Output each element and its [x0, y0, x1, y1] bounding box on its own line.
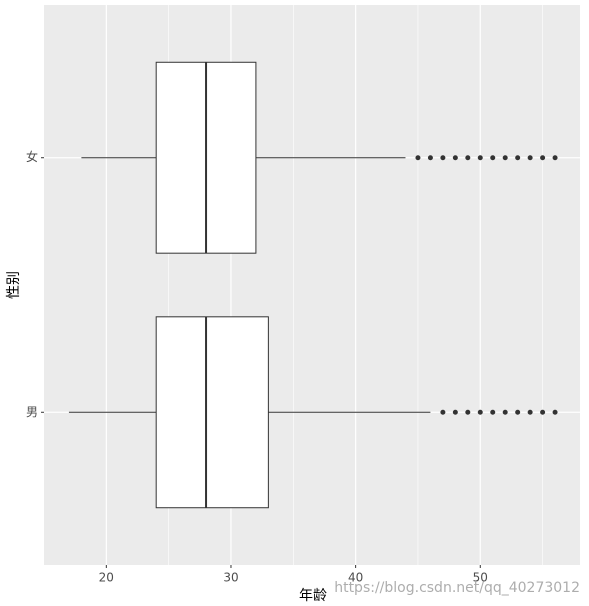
x-tick-label: 50: [473, 571, 488, 585]
outlier: [452, 409, 458, 415]
outlier: [552, 409, 558, 415]
outlier: [527, 409, 533, 415]
x-tick-label: 40: [348, 571, 363, 585]
outlier: [515, 409, 521, 415]
outlier: [477, 155, 483, 161]
box: [155, 316, 269, 509]
outlier: [490, 409, 496, 415]
outlier: [540, 409, 546, 415]
outlier: [552, 155, 558, 161]
outlier: [440, 409, 446, 415]
x-axis-label: 年龄: [299, 588, 327, 604]
outlier: [502, 155, 508, 161]
x-tick-label: 20: [99, 571, 114, 585]
outlier: [540, 155, 546, 161]
outlier: [477, 409, 483, 415]
outlier: [452, 155, 458, 161]
outlier: [465, 409, 471, 415]
outlier: [515, 155, 521, 161]
panel: [44, 5, 580, 565]
y-axis-label: 性别: [6, 271, 22, 299]
outlier: [427, 155, 433, 161]
x-tick-label: 30: [223, 571, 238, 585]
outlier: [527, 155, 533, 161]
y-tick-label: 女: [26, 149, 38, 164]
outlier: [502, 409, 508, 415]
outlier: [415, 155, 421, 161]
y-tick-label: 男: [26, 405, 38, 419]
watermark: https://blog.csdn.net/qq_40273012: [334, 580, 580, 596]
outlier: [465, 155, 471, 161]
outlier: [440, 155, 446, 161]
outlier: [490, 155, 496, 161]
